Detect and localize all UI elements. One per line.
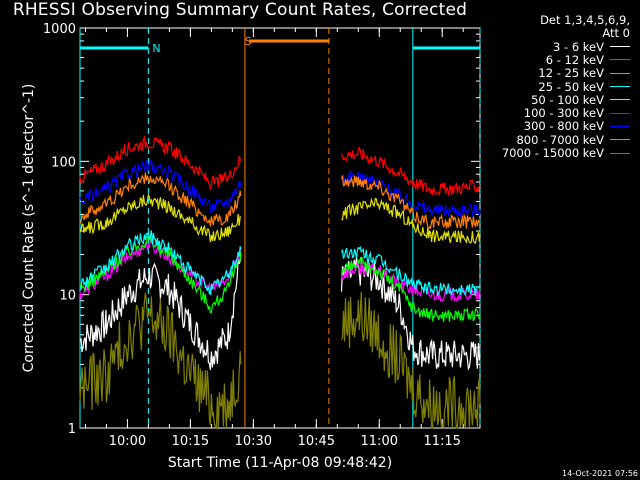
event-marker-n: N xyxy=(152,42,160,55)
series-line xyxy=(79,293,242,430)
series-line xyxy=(340,256,481,322)
legend-entry: 100 - 300 keV xyxy=(478,106,638,121)
series-line xyxy=(79,254,242,371)
legend-entry: 7000 - 15000 keV xyxy=(478,146,638,161)
y-tick-label: 10 xyxy=(59,289,76,304)
legend-swatch xyxy=(610,112,630,114)
legend-entry: 800 - 7000 keV xyxy=(478,132,638,147)
x-tick-label: 10:30 xyxy=(235,434,272,449)
generation-timestamp: 14-Oct-2021 07:56 xyxy=(562,469,638,478)
series-line xyxy=(340,146,481,197)
y-tick-label: 1000 xyxy=(43,22,76,37)
legend-entry: 50 - 100 keV xyxy=(478,92,638,107)
legend-entry-label: 25 - 50 keV xyxy=(538,79,604,94)
x-tick-label: 11:15 xyxy=(423,434,460,449)
series-line xyxy=(340,245,481,297)
x-tick-label: 10:15 xyxy=(172,434,209,449)
legend-entry-label: 300 - 800 keV xyxy=(523,119,604,134)
legend-entry: 300 - 800 keV xyxy=(478,119,638,134)
legend-swatch xyxy=(610,152,630,154)
legend-entry: 25 - 50 keV xyxy=(478,79,638,94)
legend-swatch xyxy=(610,139,630,141)
event-marker-s: S xyxy=(245,35,252,48)
legend-header-attenuator: Att 0 xyxy=(602,26,630,40)
legend-entry: 12 - 25 keV xyxy=(478,66,638,81)
legend-entry-label: 6 - 12 keV xyxy=(545,52,604,67)
x-tick-label: 11:00 xyxy=(361,434,398,449)
legend-header-detectors: Det 1,3,4,5,6,9, xyxy=(540,13,630,27)
series-line xyxy=(79,172,242,227)
series-line xyxy=(340,291,481,429)
legend-entry-label: 800 - 7000 keV xyxy=(516,132,604,147)
legend-entry-label: 12 - 25 keV xyxy=(538,66,604,81)
series-line xyxy=(79,230,242,296)
y-tick-label: 100 xyxy=(51,155,76,170)
legend-entry-label: 100 - 300 keV xyxy=(523,106,604,121)
series-line xyxy=(341,197,481,244)
legend-swatch xyxy=(610,72,630,74)
x-tick-label: 10:00 xyxy=(109,434,146,449)
x-tick-label: 10:45 xyxy=(298,434,335,449)
y-axis-label: Corrected Count Rate (s^-1 detector^-1) xyxy=(21,84,37,373)
series-line xyxy=(79,135,242,191)
plot-frame xyxy=(79,27,481,429)
legend-entry: 6 - 12 keV xyxy=(478,52,638,67)
legend-swatch xyxy=(610,99,630,101)
series-line xyxy=(79,194,242,243)
x-axis-label: Start Time (11-Apr-08 09:48:42) xyxy=(168,455,392,471)
series-line xyxy=(340,259,481,303)
legend-entry: 3 - 6 keV xyxy=(478,39,638,54)
legend-swatch xyxy=(610,59,630,61)
legend-entry-label: 50 - 100 keV xyxy=(531,92,604,107)
legend-swatch xyxy=(610,46,630,48)
chart-legend: Det 1,3,4,5,6,9, Att 0 3 - 6 keV 6 - 12 k… xyxy=(478,14,638,160)
y-tick-label: 1 xyxy=(68,422,76,437)
legend-swatch xyxy=(610,86,630,88)
legend-entry-label: 7000 - 15000 keV xyxy=(501,146,604,161)
chart-title: RHESSI Observing Summary Count Rates, Co… xyxy=(12,0,468,20)
legend-swatch xyxy=(610,125,630,127)
legend-entry-label: 3 - 6 keV xyxy=(553,39,604,54)
series-line xyxy=(340,175,481,230)
series-line xyxy=(79,159,242,213)
